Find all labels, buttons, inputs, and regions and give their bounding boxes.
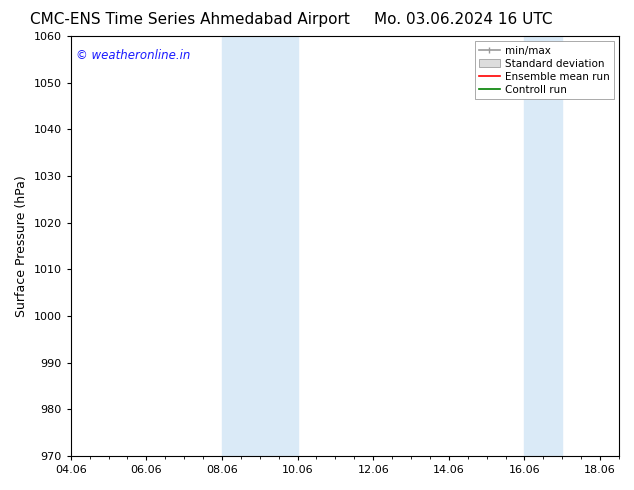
Bar <box>222 36 297 456</box>
Bar <box>524 36 562 456</box>
Text: © weatheronline.in: © weatheronline.in <box>76 49 191 62</box>
Text: Mo. 03.06.2024 16 UTC: Mo. 03.06.2024 16 UTC <box>373 12 552 27</box>
Legend: min/max, Standard deviation, Ensemble mean run, Controll run: min/max, Standard deviation, Ensemble me… <box>475 41 614 99</box>
Text: CMC-ENS Time Series Ahmedabad Airport: CMC-ENS Time Series Ahmedabad Airport <box>30 12 350 27</box>
Y-axis label: Surface Pressure (hPa): Surface Pressure (hPa) <box>15 175 28 317</box>
